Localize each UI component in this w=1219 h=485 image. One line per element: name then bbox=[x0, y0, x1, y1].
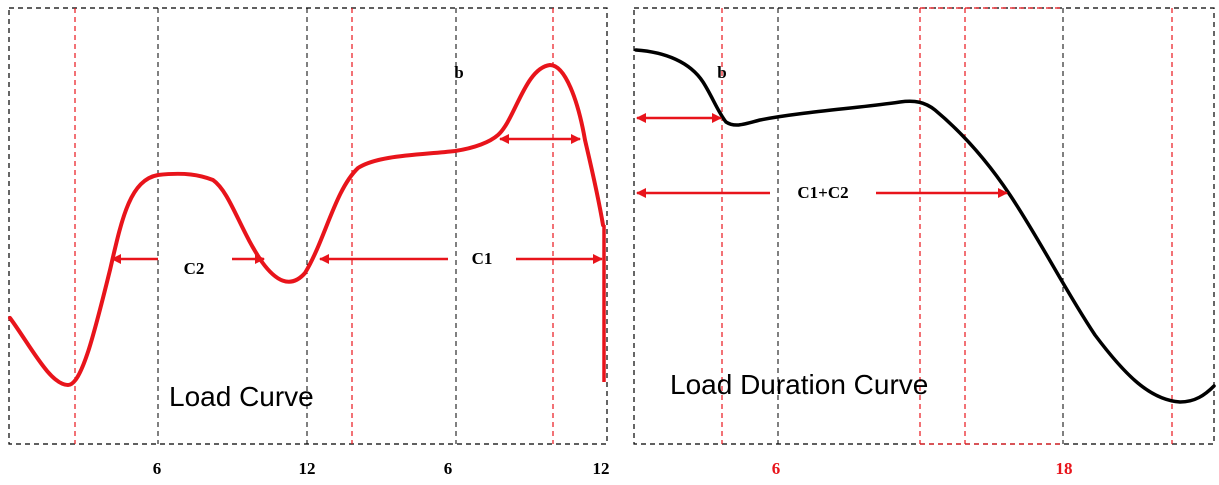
right-panel: b C1+C2 Load Duration Curve 6 18 bbox=[633, 7, 1216, 478]
c2-label: C2 bbox=[184, 259, 205, 278]
right-tick-2: 18 bbox=[1056, 459, 1073, 478]
left-panel-frame bbox=[8, 7, 608, 445]
right-tick-1: 6 bbox=[772, 459, 781, 478]
load-duration-curve bbox=[634, 48, 1216, 404]
load-curve bbox=[8, 63, 605, 387]
left-tick-3: 6 bbox=[444, 459, 453, 478]
left-tick-1: 6 bbox=[153, 459, 162, 478]
load-curve-title: Load Curve bbox=[169, 381, 314, 412]
right-b-label: b bbox=[717, 63, 726, 82]
left-panel: C2 C1 b Load Curve 6 12 6 12 bbox=[8, 7, 610, 478]
left-b-label: b bbox=[454, 63, 463, 82]
c1-label: C1 bbox=[472, 249, 493, 268]
load-duration-curve-title: Load Duration Curve bbox=[670, 369, 928, 400]
c1c2-label: C1+C2 bbox=[797, 183, 848, 202]
left-tick-4: 12 bbox=[593, 459, 610, 478]
left-tick-2: 12 bbox=[299, 459, 316, 478]
